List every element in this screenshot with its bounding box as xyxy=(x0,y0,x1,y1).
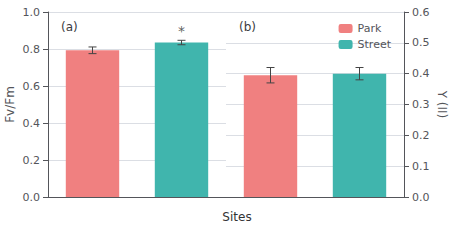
svg-text:1.0: 1.0 xyxy=(23,6,41,19)
svg-text:0.0: 0.0 xyxy=(23,191,41,204)
svg-text:0.6: 0.6 xyxy=(23,80,41,93)
svg-text:0.0: 0.0 xyxy=(412,191,430,204)
svg-text:0.2: 0.2 xyxy=(23,154,41,167)
svg-text:0.4: 0.4 xyxy=(412,67,430,80)
svg-text:0.8: 0.8 xyxy=(23,43,41,56)
svg-text:Sites: Sites xyxy=(222,210,251,224)
svg-text:0.2: 0.2 xyxy=(412,129,430,142)
svg-text:(b): (b) xyxy=(239,20,256,34)
svg-text:0.3: 0.3 xyxy=(412,98,430,111)
svg-text:0.4: 0.4 xyxy=(23,117,41,130)
svg-text:0.1: 0.1 xyxy=(412,160,430,173)
svg-text:(a): (a) xyxy=(61,20,78,34)
svg-text:0.6: 0.6 xyxy=(412,6,430,19)
svg-text:0.5: 0.5 xyxy=(412,36,430,49)
svg-text:Y (II): Y (II) xyxy=(435,90,449,119)
svg-text:*: * xyxy=(178,23,185,39)
svg-text:Park: Park xyxy=(358,22,382,35)
svg-text:Fv/Fm: Fv/Fm xyxy=(3,86,17,123)
svg-text:Street: Street xyxy=(358,38,392,51)
